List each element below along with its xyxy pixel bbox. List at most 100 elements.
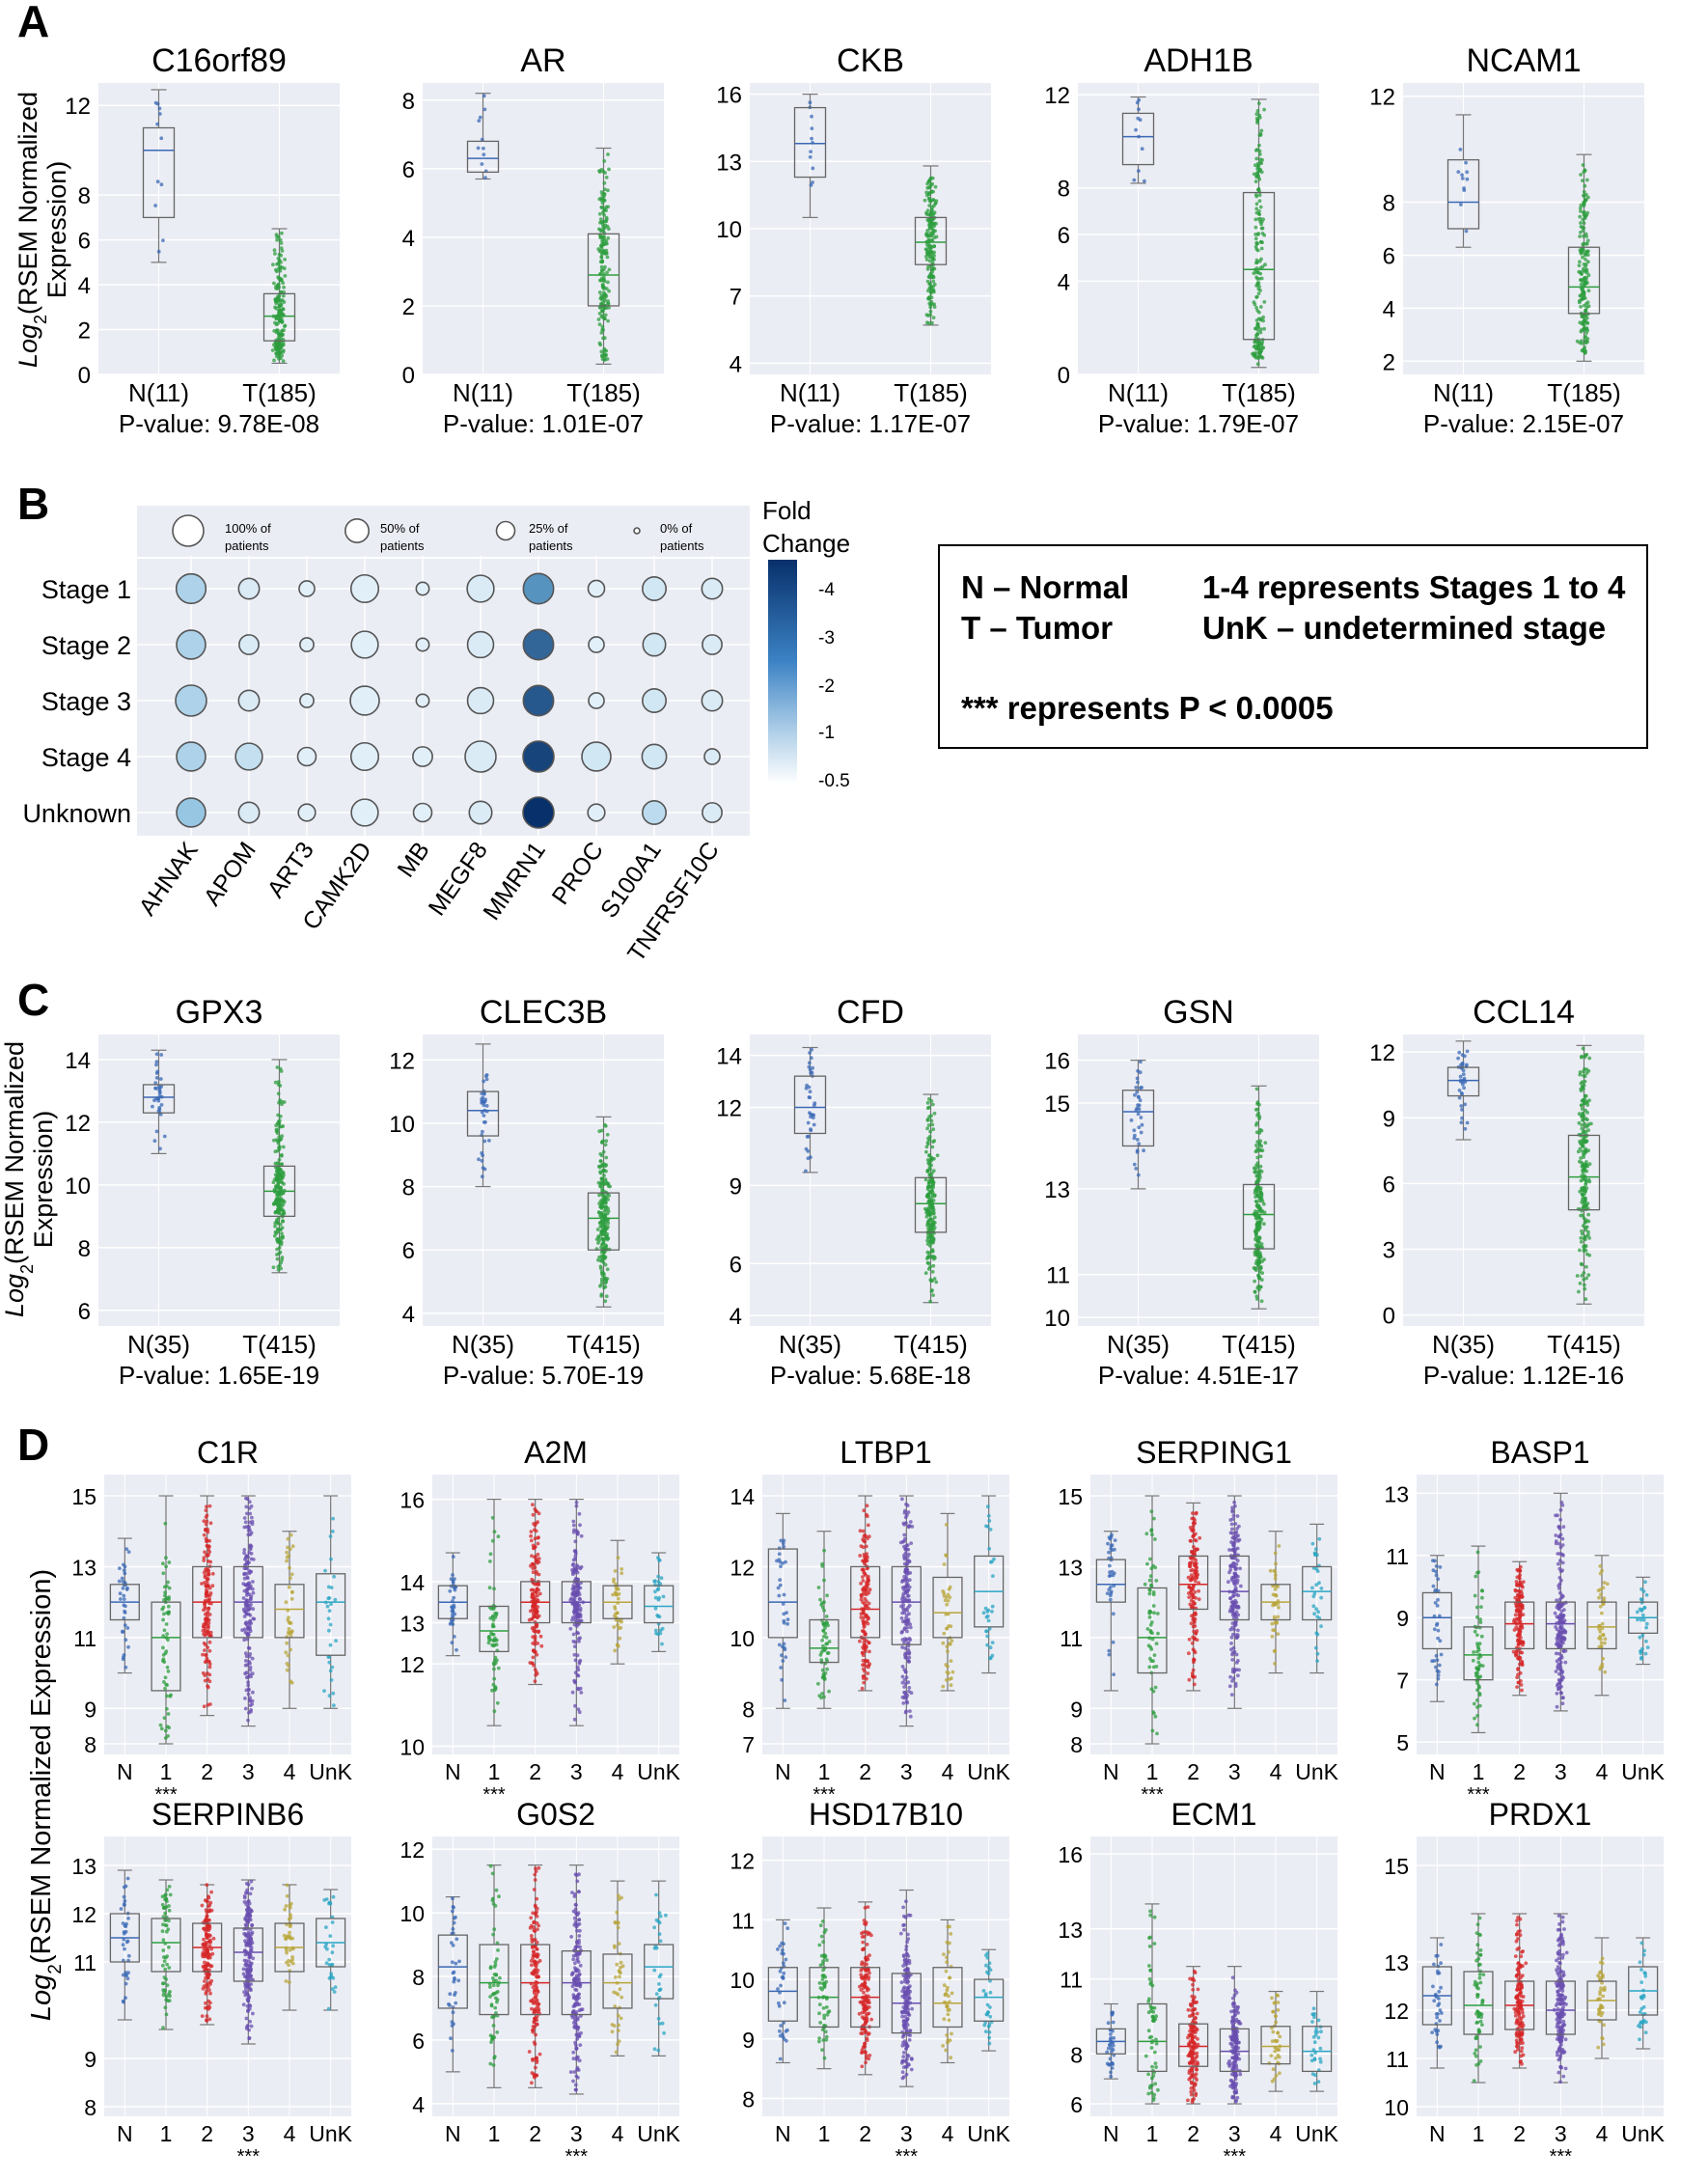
data-point: [607, 267, 612, 272]
data-point: [929, 1118, 934, 1123]
data-point: [927, 1223, 931, 1227]
data-point: [1155, 1612, 1160, 1615]
data-point: [533, 1536, 537, 1541]
data-point: [1191, 1674, 1196, 1679]
data-point: [990, 1560, 994, 1563]
data-point: [480, 1159, 484, 1163]
data-point: [246, 1608, 251, 1613]
data-point: [1259, 1299, 1264, 1304]
data-point: [1256, 341, 1261, 345]
y-tick-label: 13: [1384, 1481, 1409, 1506]
data-point: [1578, 1248, 1582, 1253]
data-point: [602, 208, 606, 212]
data-point: [866, 1574, 870, 1579]
y-tick-label: 2: [1383, 349, 1395, 375]
data-point: [945, 1670, 950, 1674]
p-value-label: P-value: 4.51E-17: [1098, 1361, 1299, 1390]
data-point: [860, 1686, 865, 1691]
data-point: [527, 1617, 532, 1622]
data-point: [278, 350, 283, 355]
data-point: [1478, 1620, 1483, 1624]
data-point: [493, 1636, 497, 1641]
data-point: [166, 1604, 171, 1609]
data-point: [1475, 1643, 1480, 1648]
y-tick-label: 15: [1058, 1484, 1083, 1509]
x-category-label: 3: [570, 1759, 583, 1784]
data-point: [930, 1122, 935, 1127]
data-point: [285, 1641, 289, 1645]
data-point: [599, 309, 604, 313]
data-point: [1584, 1169, 1589, 1173]
data-point: [1583, 1067, 1586, 1071]
data-point: [285, 1559, 289, 1563]
data-point: [1273, 1628, 1277, 1633]
data-point: [930, 257, 935, 261]
data-point: [164, 1622, 169, 1626]
data-point: [1577, 1120, 1582, 1125]
data-point: [331, 1691, 336, 1696]
data-point: [451, 1608, 455, 1613]
data-point: [1254, 1297, 1259, 1301]
data-point: [597, 227, 601, 232]
data-point: [1465, 177, 1470, 181]
data-point: [602, 192, 607, 197]
data-point: [1152, 1653, 1157, 1657]
data-point: [1230, 1508, 1234, 1512]
data-point: [1516, 1656, 1520, 1661]
data-point: [986, 1618, 991, 1623]
data-point: [1434, 1573, 1439, 1578]
data-point: [1310, 1586, 1314, 1590]
data-point: [279, 290, 284, 294]
data-point: [207, 1665, 212, 1670]
data-point: [1584, 339, 1588, 343]
data-point: [451, 1580, 455, 1585]
data-point: [602, 348, 607, 353]
data-point: [931, 289, 935, 293]
data-point: [251, 1607, 256, 1612]
data-point: [332, 1703, 336, 1708]
data-point: [812, 1122, 816, 1127]
data-point: [1312, 1612, 1316, 1616]
data-point: [603, 1262, 608, 1267]
data-point: [1268, 1568, 1273, 1573]
y-tick-label: 16: [716, 83, 742, 109]
data-point: [334, 1639, 338, 1643]
data-point: [163, 1521, 168, 1526]
data-point: [900, 1674, 905, 1679]
data-point: [1190, 1592, 1194, 1597]
data-point: [244, 1620, 249, 1625]
data-point: [866, 1615, 869, 1619]
data-point: [930, 1102, 935, 1107]
data-point: [287, 1620, 291, 1624]
data-point: [1474, 1667, 1479, 1670]
data-point: [1586, 1229, 1590, 1234]
data-point: [271, 1180, 276, 1185]
y-tick-label: 8: [1058, 177, 1070, 203]
data-point: [1259, 276, 1264, 281]
data-point: [165, 1632, 170, 1636]
data-point: [1147, 1588, 1152, 1592]
data-point: [603, 1197, 607, 1201]
data-point: [207, 1679, 212, 1684]
data-point: [250, 1522, 255, 1527]
data-point: [1583, 1079, 1587, 1084]
data-point: [1106, 1541, 1110, 1546]
data-point: [1254, 210, 1259, 215]
data-point: [529, 1538, 534, 1543]
y-tick-label: 6: [78, 229, 91, 255]
data-point: [207, 1606, 211, 1611]
data-point: [806, 1149, 811, 1153]
data-point: [930, 267, 934, 272]
y-axis-title-line2: Expression): [42, 161, 71, 299]
data-point: [329, 1586, 334, 1589]
data-point: [925, 235, 930, 238]
data-point: [533, 1594, 537, 1599]
data-point: [929, 1279, 934, 1284]
data-point: [1584, 178, 1589, 182]
data-point: [1577, 1289, 1581, 1294]
data-point: [1514, 1580, 1519, 1584]
data-point: [906, 1617, 911, 1622]
data-point: [251, 1590, 256, 1595]
data-point: [1584, 334, 1587, 339]
data-point: [451, 1555, 455, 1559]
